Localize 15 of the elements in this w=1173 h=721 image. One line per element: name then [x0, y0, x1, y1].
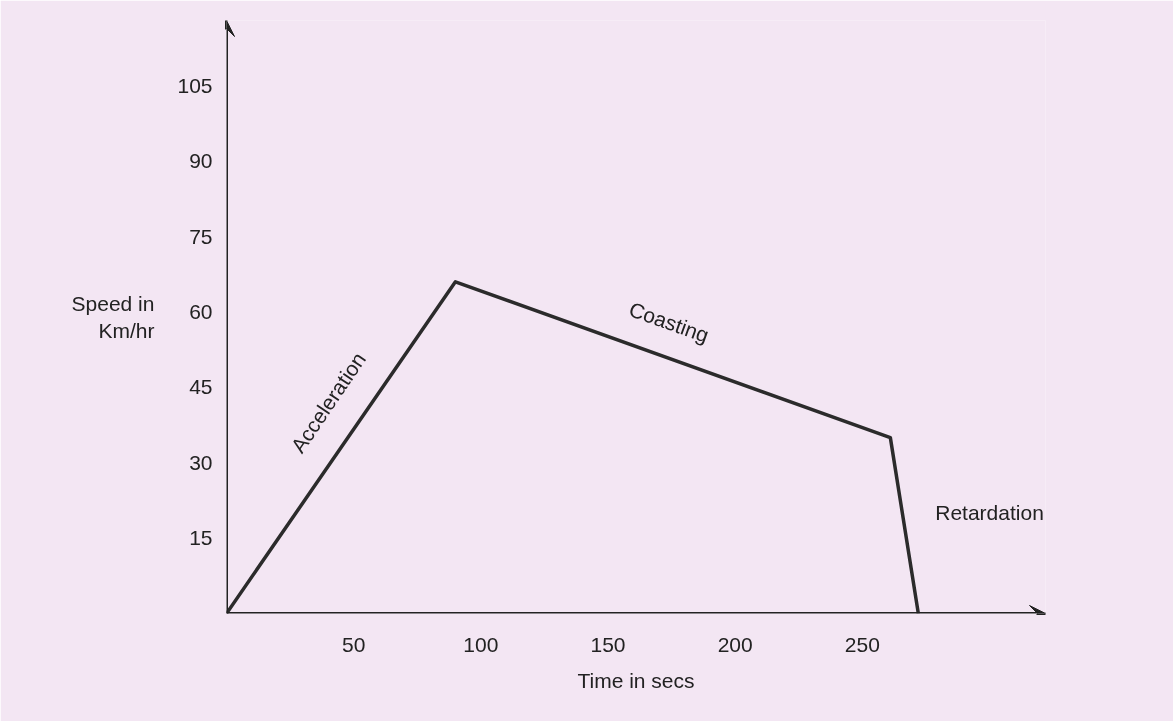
y-tick-label: 30 — [189, 450, 213, 474]
y-tick-label: 60 — [189, 299, 213, 323]
y-tick-label: 105 — [177, 73, 213, 97]
x-tick-label: 250 — [844, 632, 880, 656]
y-tick-label: 45 — [189, 375, 213, 399]
y-tick-label: 90 — [189, 149, 213, 173]
x-tick-label: 150 — [590, 632, 626, 656]
y-tick-label: 75 — [189, 224, 213, 248]
x-tick-label: 200 — [717, 632, 753, 656]
y-tick-label: 15 — [189, 526, 213, 550]
y-axis-title: Speed in Km/hr — [71, 291, 155, 343]
annotation: Retardation — [935, 501, 1044, 525]
x-tick-label: 100 — [463, 632, 499, 656]
x-axis-title: Time in secs — [577, 668, 695, 692]
x-tick-label: 50 — [341, 632, 366, 656]
